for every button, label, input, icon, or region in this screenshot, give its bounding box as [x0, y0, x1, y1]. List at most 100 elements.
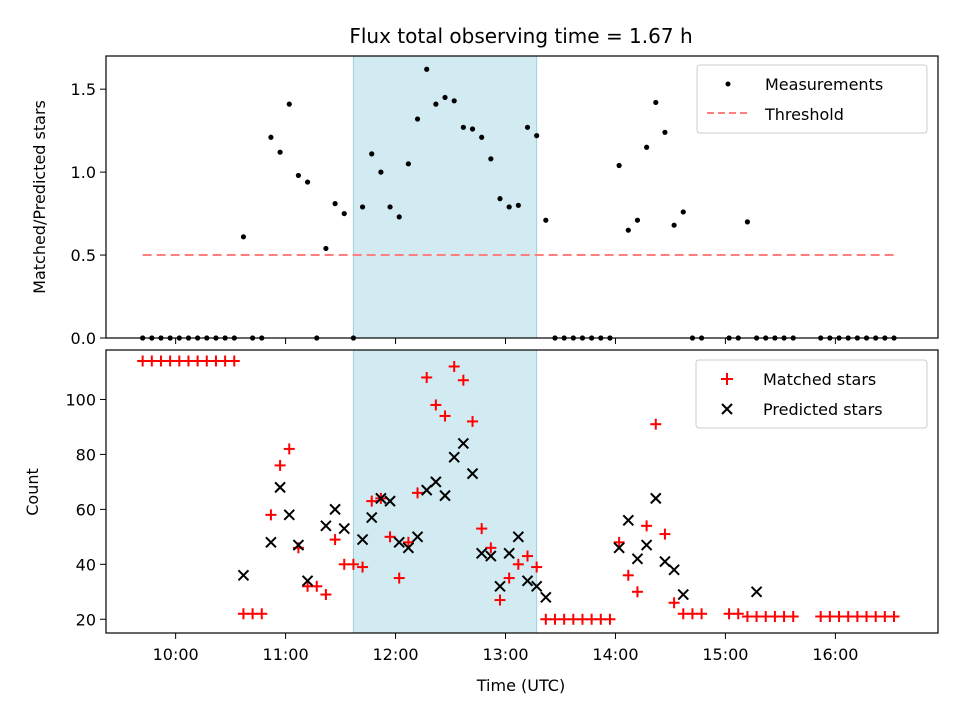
measurement-point [644, 144, 650, 150]
measurement-point [460, 124, 466, 130]
measurement-point [671, 222, 677, 228]
measurement-point [506, 204, 512, 210]
predicted-star-point [530, 580, 543, 592]
top-y-axis-ticks: 0.0 0.5 1.0 1.5 [71, 80, 106, 348]
bottom-y-tick-label: 80 [76, 445, 96, 464]
predicted-star-point [274, 481, 286, 494]
predicted-star-point [366, 511, 378, 524]
top-axes-frame [105, 55, 939, 339]
matched-star-point [668, 597, 680, 609]
bottom-x-tick-label: 14:00 [592, 645, 638, 664]
bottom-y-tick-label: 100 [65, 390, 96, 409]
matched-star-point [439, 410, 451, 422]
predicted-star-point [512, 531, 525, 543]
predicted-star-point [659, 555, 671, 568]
measurement-point [268, 134, 274, 140]
matched-star-point [265, 509, 277, 521]
matched-star-point [467, 415, 479, 427]
top-legend: Measurements Threshold [696, 64, 928, 134]
matched-star-point [787, 611, 799, 623]
bottom-x-axis-ticks: 10:00 11:00 12:00 13:00 14:00 15:00 16:00 [153, 633, 858, 664]
predicted-star-point [466, 467, 479, 480]
predicted-star-point [540, 591, 552, 603]
predicted-star-point [650, 492, 662, 505]
predicted-star-point [420, 484, 433, 496]
bottom-axes-frame [105, 349, 939, 634]
predicted-star-point [640, 539, 653, 551]
matched-star-point [641, 520, 653, 532]
legend-predicted-label: Predicted stars [763, 400, 883, 419]
matched-star-point [631, 586, 643, 598]
measurement-point [369, 151, 375, 157]
matched-star-point [485, 542, 497, 554]
measurement-point [534, 133, 540, 139]
bottom-y-axis-ticks: 20 40 60 80 100 [65, 390, 106, 629]
predicted-star-point [430, 476, 442, 488]
bottom-legend-box [695, 359, 928, 429]
measurement-point [680, 209, 686, 215]
predicted-star-point [521, 575, 534, 587]
legend-matched-label: Matched stars [763, 370, 876, 389]
matched-star-point [521, 550, 533, 562]
predicted-star-point [457, 437, 470, 450]
matched-star-point [476, 523, 488, 535]
bottom-y-tick-label: 40 [76, 555, 96, 574]
predicted-star-point [375, 492, 387, 505]
measurement-point [323, 245, 329, 252]
matched-star-point [430, 399, 442, 411]
top-y-tick-label: 0.5 [71, 246, 96, 265]
bottom-y-tick-label: 60 [76, 500, 96, 519]
measurement-point [414, 116, 421, 122]
top-panel: Flux total observing time = 1.67 h 0.00.… [30, 24, 939, 348]
matched-star-point [366, 495, 378, 507]
measurement-point [744, 219, 751, 225]
bottom-x-tick-label: 11:00 [263, 645, 309, 664]
predicted-star-point [494, 580, 506, 592]
matched-star-point [283, 443, 295, 455]
matched-star-point [448, 360, 460, 372]
matched-star-point [613, 536, 625, 548]
matched-star-point [274, 459, 286, 471]
bottom-x-tick-label: 16:00 [812, 645, 858, 664]
measurement-point [469, 126, 476, 132]
measurement-point [433, 101, 439, 107]
bottom-x-axis-label: Time (UTC) [476, 676, 565, 695]
matched-star-point [503, 572, 515, 584]
predicted-star-point [402, 542, 415, 554]
matched-star-point [659, 528, 671, 540]
predicted-star-point [283, 509, 295, 521]
bottom-legend: Matched stars Predicted stars [695, 359, 928, 429]
measurement-point [341, 210, 347, 217]
predicted-star-point [668, 564, 680, 576]
legend-matched-marker [721, 373, 733, 385]
bottom-panel: 20 40 60 80 100 10:00 11:00 12:00 13:00 14:00 15:… [23, 349, 939, 695]
bottom-y-tick-label: 20 [76, 610, 96, 629]
predicted-star-point [265, 536, 277, 549]
matched-star-point [347, 558, 359, 570]
predicted-star-point [475, 547, 488, 560]
matched-star-point [228, 355, 240, 367]
measurement-point [524, 124, 531, 130]
measurement-point [277, 149, 283, 155]
measurement-point [424, 66, 430, 72]
matched-star-point [604, 613, 616, 625]
measurement-point [543, 217, 549, 223]
top-legend-box [696, 64, 928, 134]
predicted-star-point [503, 547, 515, 560]
measurement-point [387, 204, 393, 210]
measurement-point [479, 134, 485, 140]
top-highlight-span [352, 55, 538, 339]
predicted-star-point [338, 522, 350, 535]
predicted-star-point [356, 533, 369, 546]
top-chart-title: Flux total observing time = 1.67 h [349, 24, 692, 48]
measurement-point [634, 217, 641, 223]
matched-star-point [732, 608, 744, 620]
matched-star-point [494, 594, 506, 606]
matched-star-point [311, 580, 323, 592]
predicted-star-point [320, 520, 332, 532]
predicted-star-point [439, 489, 451, 502]
predicted-star-point [292, 539, 305, 551]
matched-star-point [650, 418, 662, 430]
measurement-point [378, 169, 384, 175]
